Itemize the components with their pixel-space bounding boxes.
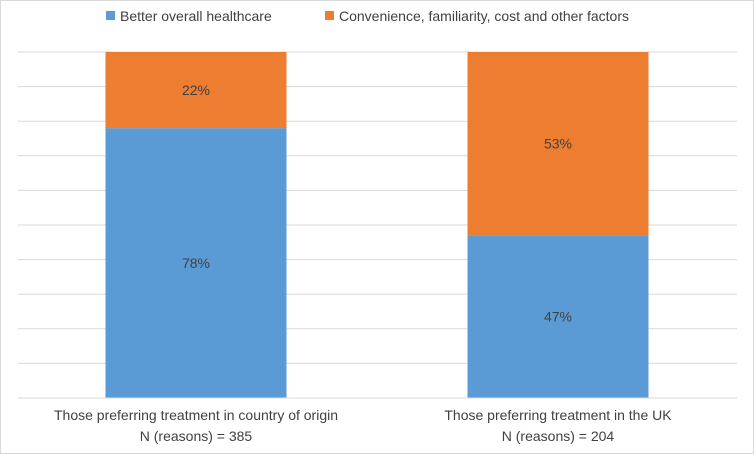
- category-labels: Those preferring treatment in country of…: [54, 407, 672, 444]
- category-label-country-of-origin: Those preferring treatment in country of…: [54, 407, 338, 423]
- data-label-convenience-familiarity-cost-and-other-factors-1: 22%: [182, 82, 210, 98]
- bar-better-overall-healthcare-1: [105, 128, 287, 398]
- legend-swatch-better-healthcare: [106, 11, 115, 20]
- value-labels: 78% 22% 47% 53%: [182, 82, 572, 325]
- legend-label-better-healthcare: Better overall healthcare: [120, 8, 272, 24]
- bar-convenience-familiarity-cost-and-other-factors-1: [105, 52, 287, 129]
- category-n-country-of-origin: N (reasons) = 385: [140, 428, 253, 444]
- bar-better-overall-healthcare-2: [467, 235, 649, 398]
- bars: [105, 52, 649, 398]
- bar-convenience-familiarity-cost-and-other-factors-2: [467, 52, 649, 236]
- data-label-convenience-familiarity-cost-and-other-factors-2: 53%: [544, 136, 572, 152]
- category-n-uk: N (reasons) = 204: [502, 428, 615, 444]
- legend-swatch-convenience-factors: [325, 11, 334, 20]
- data-label-better-overall-healthcare-1: 78%: [182, 255, 210, 271]
- category-label-uk: Those preferring treatment in the UK: [444, 407, 672, 423]
- data-label-better-overall-healthcare-2: 47%: [544, 309, 572, 325]
- legend: Better overall healthcare Convenience, f…: [106, 8, 629, 24]
- legend-label-convenience-factors: Convenience, familiarity, cost and other…: [339, 8, 629, 24]
